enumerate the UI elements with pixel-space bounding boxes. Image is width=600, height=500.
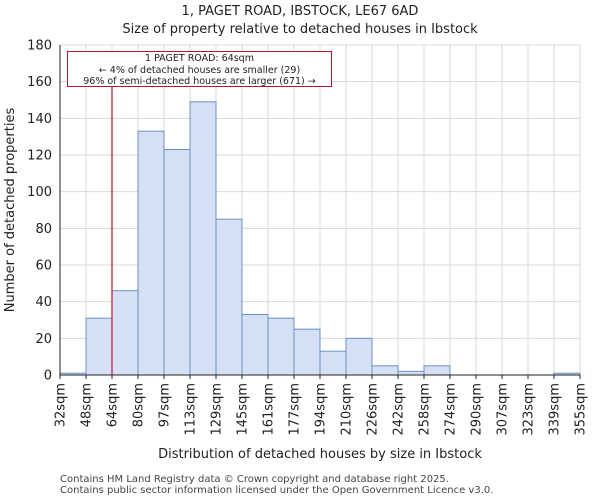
histogram-bar (85, 317, 113, 376)
histogram-bar (397, 370, 425, 376)
x-tick-label: 48sqm (80, 383, 95, 427)
x-tick-label: 274sqm (444, 383, 459, 436)
histogram-bar (319, 350, 347, 376)
x-tick-label: 194sqm (314, 383, 329, 436)
x-tick-label: 97sqm (158, 383, 173, 427)
x-tick-label: 177sqm (288, 383, 303, 436)
y-tick-label: 20 (35, 332, 52, 347)
y-tick-label: 180 (27, 39, 52, 54)
histogram-bar (189, 101, 217, 376)
x-tick-label: 64sqm (106, 383, 121, 427)
histogram-bar (345, 337, 373, 376)
y-tick-label: 100 (27, 185, 52, 200)
x-tick-label: 290sqm (470, 383, 485, 436)
x-tick-label: 355sqm (574, 383, 589, 436)
x-tick-label: 242sqm (392, 383, 407, 436)
annotation-line-3: 96% of semi-detached houses are larger (… (83, 76, 316, 87)
footer-line-2: Contains public sector information licen… (60, 485, 494, 496)
annotation-line-1: 1 PAGET ROAD: 64sqm (145, 53, 254, 64)
annotation-line-2: ← 4% of detached houses are smaller (29) (98, 64, 301, 76)
y-tick-label: 40 (35, 295, 52, 310)
histogram-bar (215, 218, 243, 376)
y-tick-label: 80 (35, 222, 52, 237)
y-tick-label: 60 (35, 259, 52, 274)
x-tick-label: 258sqm (418, 383, 433, 436)
histogram-bar (423, 365, 451, 376)
chart-title: 1, PAGET ROAD, IBSTOCK, LE67 6AD (181, 4, 419, 19)
histogram-bar (293, 328, 321, 376)
x-tick-label: 161sqm (262, 383, 277, 436)
x-tick-label: 226sqm (366, 383, 381, 436)
histogram-bar (267, 317, 295, 376)
x-tick-label: 80sqm (132, 383, 147, 427)
x-tick-label: 145sqm (236, 383, 251, 436)
histogram-bar (371, 365, 399, 376)
x-tick-label: 323sqm (522, 383, 537, 436)
y-tick-label: 0 (44, 369, 52, 384)
x-tick-label: 307sqm (496, 383, 511, 436)
y-tick-label: 140 (27, 112, 52, 127)
property-annotation: 1 PAGET ROAD: 64sqm ← 4% of detached hou… (67, 51, 332, 87)
y-tick-label: 160 (27, 75, 52, 90)
x-tick-label: 113sqm (184, 383, 199, 436)
y-axis-label: Number of detached properties (3, 108, 18, 313)
y-tick-label: 120 (27, 149, 52, 164)
histogram-bar (137, 130, 165, 376)
histogram-bar (111, 290, 139, 376)
x-tick-label: 129sqm (210, 383, 225, 436)
histogram-bar (241, 314, 269, 376)
chart-subtitle: Size of property relative to detached ho… (122, 22, 478, 37)
histogram-bar (163, 149, 191, 376)
x-axis-label: Distribution of detached houses by size … (158, 447, 482, 462)
x-tick-label: 32sqm (54, 383, 69, 427)
x-tick-label: 210sqm (340, 383, 355, 436)
footer-line-1: Contains HM Land Registry data © Crown c… (60, 474, 449, 485)
x-tick-label: 339sqm (548, 383, 563, 436)
